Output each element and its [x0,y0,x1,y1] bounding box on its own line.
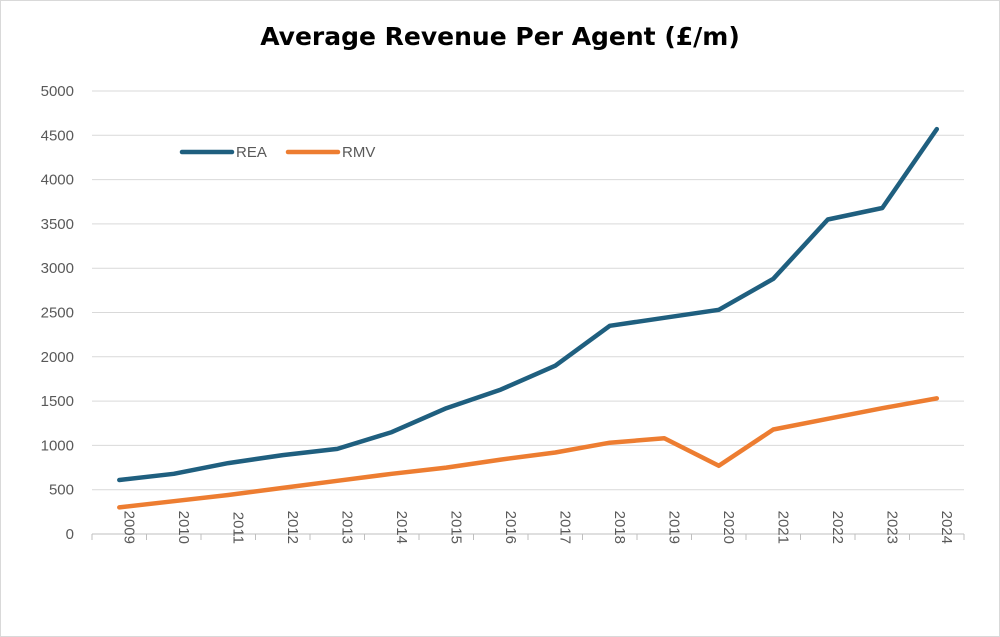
y-tick-label: 0 [66,526,74,543]
x-tick-label: 2023 [883,511,900,544]
x-tick-label: 2012 [284,511,301,544]
x-tick-label: 2017 [556,511,573,544]
series-line-rmv [117,396,940,510]
x-tick-label: 2022 [829,511,846,544]
x-tick-label: 2021 [774,511,791,544]
series-line-rea [117,126,940,483]
y-tick-label: 500 [49,482,74,499]
x-tick-label: 2016 [502,511,519,544]
y-tick-label: 2000 [41,349,74,366]
x-tick-label: 2024 [938,511,955,544]
gridlines [92,90,964,535]
series-lines [117,126,940,510]
x-tick-label: 2015 [447,511,464,544]
chart-title: Average Revenue Per Agent (£/m) [260,22,740,51]
x-tick-label: 2020 [720,511,737,544]
x-tick-label: 2018 [611,511,628,544]
y-tick-label: 1500 [41,393,74,410]
x-tick-label: 2011 [229,512,246,544]
y-tick-label: 3000 [41,260,74,277]
y-tick-label: 4000 [41,172,74,189]
legend: REA RMV [179,144,375,161]
x-tick-label: 2014 [393,511,410,544]
y-tick-label: 3500 [41,216,74,233]
y-tick-label: 4500 [41,127,74,144]
x-tick-label: 2009 [120,511,137,544]
x-axis: 2009 2010 2011 2012 2013 2014 2015 2016 2017 2018… [91,511,965,544]
x-tick-label: 2010 [175,511,192,544]
legend-label-rmv: RMV [342,144,375,161]
y-tick-label: 5000 [41,83,74,100]
y-tick-label: 1000 [41,437,74,454]
y-axis-ticks: 0 500 1000 1500 2000 2500 3000 3500 4000 4500 5000 [41,83,74,543]
x-tick-label: 2019 [665,511,682,544]
y-tick-label: 2500 [41,305,74,322]
legend-label-rea: REA [236,144,267,161]
x-tick-label: 2013 [338,511,355,544]
